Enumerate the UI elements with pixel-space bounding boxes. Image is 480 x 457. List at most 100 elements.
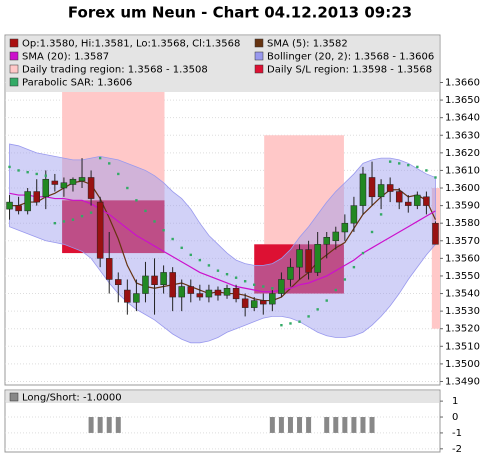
sar-dot [62, 220, 66, 223]
sar-dot [207, 264, 211, 267]
candle-body [350, 205, 358, 224]
candle-body [124, 289, 131, 303]
y-tick-label: 1.3600 [445, 183, 480, 194]
sar-dot [189, 253, 192, 257]
candle-body [414, 194, 421, 206]
legend-swatch [9, 51, 19, 61]
sar-dot [117, 172, 120, 176]
sar-dot [343, 278, 347, 281]
candle-body [250, 300, 258, 308]
sar-dot [135, 199, 138, 202]
candle-body [33, 191, 40, 203]
candle-body [187, 286, 195, 294]
sar-dot [289, 322, 292, 325]
sar-dot [144, 209, 147, 213]
candle-body [405, 201, 412, 206]
candle-body [305, 249, 312, 273]
candle-body [314, 244, 321, 273]
sar-dot [243, 280, 247, 283]
sar-dot [153, 220, 156, 223]
long-short-bar [333, 417, 339, 433]
long-short-bar [278, 417, 284, 433]
y-tick-label: 1 [452, 396, 458, 407]
y-tick-label: 1.3530 [445, 306, 480, 317]
candle-body [287, 266, 294, 280]
candle-body [42, 178, 50, 198]
y-tick-label: -2 [452, 444, 462, 455]
candle-body [386, 184, 394, 192]
candle-body [151, 275, 158, 285]
legend-label: Long/Short: -1.0000 [22, 393, 122, 404]
y-tick-label: 1.3610 [445, 165, 480, 176]
sar-dot [198, 258, 202, 262]
legend-background [6, 36, 439, 92]
candle-body [196, 293, 204, 298]
sar-dot [253, 283, 256, 286]
candle-body [423, 196, 430, 206]
line [9, 192, 436, 293]
region [431, 188, 440, 329]
long-short-bar [306, 417, 312, 433]
candle-body [232, 288, 240, 300]
sar-dot [162, 229, 165, 232]
sar-dot [98, 156, 102, 160]
sar-dot [44, 174, 47, 177]
sar-dot [407, 163, 410, 167]
sar-dot [280, 324, 283, 327]
long-short-bar [106, 417, 112, 433]
sar-dot [171, 237, 174, 241]
sar-dot [352, 265, 356, 269]
y-tick-label: 1.3650 [445, 95, 480, 106]
y-tick-label: 1.3490 [445, 376, 480, 387]
y-tick-label: 0 [452, 412, 458, 423]
y-tick-label: 1.3540 [445, 289, 480, 300]
candle-body [359, 173, 367, 206]
candle-body [6, 201, 13, 210]
y-tick-label: 1.3640 [445, 113, 480, 124]
sar-dot [416, 165, 419, 169]
sar-dot [35, 172, 38, 176]
long-short-bar [115, 417, 121, 433]
long-short-bar [88, 417, 94, 433]
sar-dot [71, 218, 75, 221]
candle-body [51, 180, 59, 185]
legend-swatch [9, 392, 19, 402]
long-short-bar [369, 417, 375, 433]
sar-dot [180, 246, 183, 250]
sar-dot [26, 170, 29, 174]
candle-body [223, 288, 231, 296]
candle-body [241, 298, 249, 308]
legend-swatch [9, 38, 19, 48]
y-tick-label: -1 [452, 428, 462, 439]
y-tick-label: 1.3620 [445, 148, 480, 159]
sar-dot [89, 211, 93, 214]
sar-dot [271, 287, 274, 290]
legend-label: Daily trading region: 1.3568 - 1.3508 [22, 65, 208, 76]
sar-dot [234, 276, 238, 279]
long-short-bar [324, 417, 330, 433]
candle-body [160, 272, 167, 285]
legend-label: Parabolic SAR: 1.3606 [22, 78, 132, 89]
legend-label: Daily S/L region: 1.3598 - 1.3568 [267, 65, 432, 76]
candle-body [332, 231, 340, 242]
y-tick-label: 1.3550 [445, 271, 480, 282]
sar-dot [298, 320, 301, 323]
candle-body [323, 237, 330, 245]
candle-body [169, 272, 176, 298]
candle-body [78, 177, 86, 182]
y-tick-label: 1.3580 [445, 218, 480, 229]
sar-dot [325, 299, 328, 302]
sar-dot [80, 214, 84, 218]
sar-dot [216, 269, 220, 272]
sar-dot [361, 251, 365, 255]
legend-label: SMA (20): 1.3587 [22, 52, 109, 63]
legend-label: Op:1.3580, Hi:1.3581, Lo:1.3568, Cl:1.35… [22, 39, 240, 50]
candle-body [278, 279, 285, 294]
sar-dot [53, 221, 57, 225]
candle-body [395, 191, 403, 203]
sar-dot [425, 169, 428, 172]
candle-body [115, 279, 122, 285]
sar-dot [225, 272, 229, 276]
candle-body [105, 258, 113, 280]
sar-dot [316, 308, 319, 311]
